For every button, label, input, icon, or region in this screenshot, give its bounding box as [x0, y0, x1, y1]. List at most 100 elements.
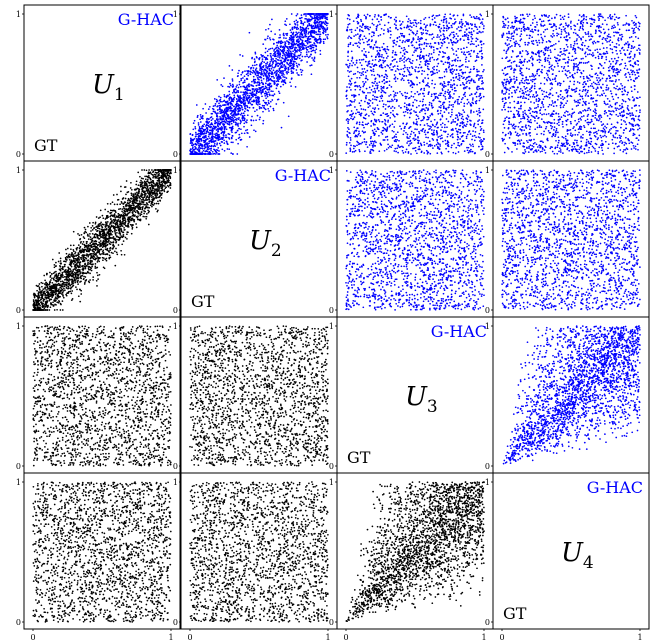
data-point [263, 71, 266, 74]
data-point [357, 70, 359, 73]
data-point [213, 142, 216, 145]
data-point [199, 114, 202, 116]
data-point [426, 151, 429, 153]
data-point [459, 84, 462, 86]
data-point [201, 115, 204, 118]
data-point [413, 51, 415, 53]
data-point [612, 98, 615, 101]
data-point [381, 66, 384, 69]
data-point [458, 22, 461, 25]
data-point [232, 141, 234, 144]
data-point [285, 51, 287, 54]
data-point [478, 18, 481, 21]
data-point [383, 139, 386, 141]
data-point [264, 85, 267, 88]
data-point [483, 138, 485, 141]
variable-subscript: 3 [427, 397, 438, 417]
data-point [264, 38, 267, 41]
data-point [369, 152, 371, 154]
data-point [469, 55, 472, 58]
data-point [280, 81, 283, 83]
data-point [254, 51, 257, 54]
data-point [214, 140, 217, 142]
data-point [540, 33, 542, 36]
data-point [254, 64, 256, 67]
data-point [433, 49, 435, 51]
data-point [211, 118, 214, 120]
data-point [451, 26, 453, 29]
data-point [240, 77, 243, 80]
data-point [636, 77, 638, 79]
data-point [202, 107, 204, 110]
data-point [476, 86, 478, 89]
data-point [557, 121, 560, 124]
data-point [273, 50, 275, 52]
data-point [455, 76, 457, 79]
data-point [409, 112, 412, 115]
data-point [525, 50, 527, 52]
data-point [479, 13, 482, 16]
data-point [243, 79, 246, 82]
data-point [457, 151, 460, 153]
data-point [292, 62, 295, 65]
data-point [301, 69, 304, 72]
data-point [423, 18, 425, 21]
data-point [416, 30, 419, 32]
data-point [427, 84, 429, 87]
data-point [420, 119, 423, 122]
data-point [421, 108, 423, 111]
data-point [548, 66, 551, 69]
data-point [291, 41, 294, 43]
data-point [372, 143, 375, 145]
data-point [416, 83, 418, 86]
data-point [287, 54, 290, 57]
data-point [425, 54, 428, 57]
data-point [382, 85, 385, 88]
data-point [316, 41, 319, 44]
data-point [290, 39, 293, 42]
data-point [381, 74, 383, 77]
data-point [431, 113, 434, 116]
data-point [246, 92, 249, 95]
data-point [420, 66, 423, 69]
data-point [585, 130, 588, 133]
data-point [244, 108, 247, 110]
x-tick-label: 0 [187, 633, 192, 642]
data-point [409, 135, 411, 138]
data-point [255, 98, 258, 101]
data-point [266, 104, 269, 106]
data-point [345, 141, 348, 144]
data-point [415, 99, 418, 102]
data-point [252, 100, 255, 103]
data-point [377, 20, 380, 23]
data-point [365, 75, 368, 77]
data-point [479, 136, 481, 139]
data-point [267, 83, 270, 86]
data-point [206, 150, 209, 153]
data-point [411, 59, 414, 62]
data-point [403, 26, 406, 29]
data-point [314, 24, 317, 27]
data-point [348, 64, 351, 67]
data-point [349, 114, 351, 116]
data-point [533, 96, 536, 98]
data-point [475, 59, 478, 62]
data-point [375, 130, 377, 133]
data-point [235, 86, 238, 88]
data-point [203, 141, 206, 144]
data-point [355, 59, 358, 62]
data-point [602, 36, 605, 39]
data-point [440, 19, 443, 22]
data-point [465, 125, 467, 128]
data-point [438, 70, 441, 72]
data-point [468, 60, 470, 62]
y-tick-label: 1 [485, 10, 490, 19]
data-point [573, 42, 576, 45]
data-point [207, 143, 209, 145]
data-point [228, 137, 230, 139]
data-point [348, 71, 351, 73]
data-point [290, 78, 293, 80]
data-point [300, 33, 303, 36]
data-point [355, 17, 358, 19]
